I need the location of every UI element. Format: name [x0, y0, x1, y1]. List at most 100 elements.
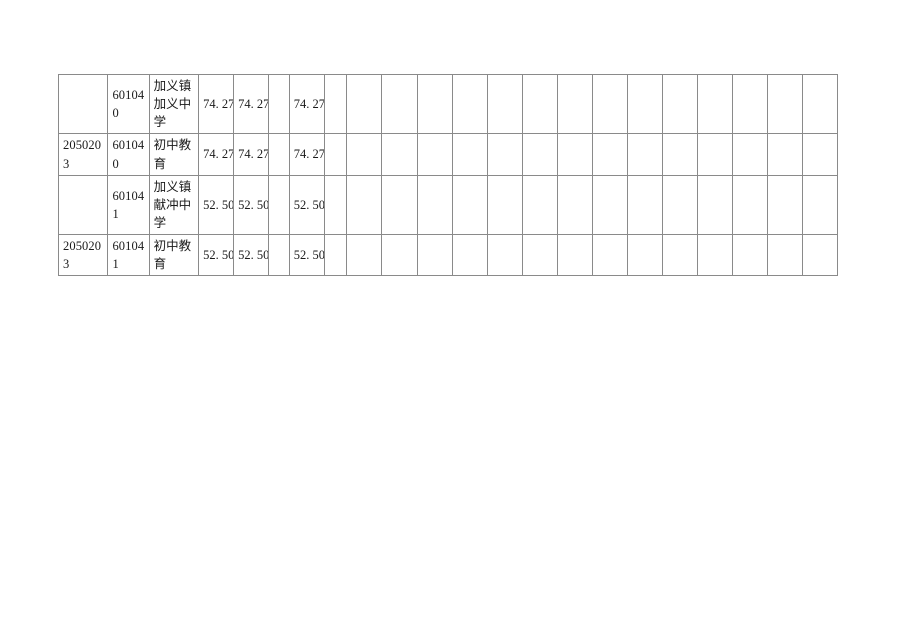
cell-empty[interactable]	[346, 73, 383, 135]
cell-empty[interactable]	[521, 73, 558, 135]
cell-gap_1[interactable]	[268, 174, 290, 236]
cell-value_3[interactable]: 74. 27	[288, 133, 325, 176]
cell-empty[interactable]	[801, 174, 839, 236]
cell-gap_1[interactable]	[268, 133, 290, 176]
cell-empty[interactable]	[486, 233, 523, 277]
cell-empty[interactable]	[416, 73, 453, 135]
cell-code[interactable]	[57, 73, 109, 135]
cell-empty[interactable]	[486, 174, 523, 236]
cell-value_2[interactable]: 52. 50	[233, 174, 270, 236]
cell-value_1[interactable]: 52. 50	[198, 174, 235, 236]
cell-empty[interactable]	[766, 233, 803, 277]
cell-value_1[interactable]: 74. 27	[198, 73, 235, 135]
cell-empty[interactable]	[556, 174, 593, 236]
cell-empty[interactable]	[451, 174, 488, 236]
cell-value_1[interactable]: 52. 50	[198, 233, 235, 277]
cell-empty[interactable]	[626, 174, 663, 236]
cell-empty[interactable]	[416, 233, 453, 277]
cell-empty[interactable]	[346, 174, 383, 236]
cell-empty[interactable]	[486, 73, 523, 135]
cell-empty[interactable]	[766, 174, 803, 236]
cell-empty[interactable]	[766, 73, 803, 135]
cell-empty[interactable]	[801, 133, 839, 176]
table-row: 2050203 601040 初中教育 74. 27 74. 27 74. 27	[57, 133, 839, 176]
cell-value_3[interactable]: 52. 50	[288, 233, 325, 277]
cell-subcode[interactable]: 601041	[107, 174, 150, 236]
cell-empty[interactable]	[381, 233, 418, 277]
cell-empty[interactable]	[486, 133, 523, 176]
cell-empty[interactable]	[416, 133, 453, 176]
cell-subcode[interactable]: 601040	[107, 133, 150, 176]
cell-empty[interactable]	[661, 133, 698, 176]
cell-empty[interactable]	[381, 133, 418, 176]
cell-value_1[interactable]: 74. 27	[198, 133, 235, 176]
cell-empty[interactable]	[626, 233, 663, 277]
cell-empty[interactable]	[696, 174, 733, 236]
cell-value_3[interactable]: 74. 27	[288, 73, 325, 135]
cell-value_2[interactable]: 52. 50	[233, 233, 270, 277]
cell-empty[interactable]	[451, 133, 488, 176]
cell-code[interactable]: 2050203	[57, 233, 109, 277]
cell-empty[interactable]	[591, 73, 628, 135]
cell-empty[interactable]	[521, 133, 558, 176]
cell-empty[interactable]	[591, 174, 628, 236]
cell-empty[interactable]	[591, 133, 628, 176]
cell-value-text: 52. 50	[293, 197, 325, 212]
cell-value-text: 52. 50	[238, 248, 269, 263]
cell-gap_1[interactable]	[268, 73, 290, 135]
cell-empty[interactable]	[661, 174, 698, 236]
cell-empty[interactable]	[661, 73, 698, 135]
cell-empty[interactable]	[661, 233, 698, 277]
cell-empty[interactable]	[451, 233, 488, 277]
cell-code[interactable]: 2050203	[57, 133, 109, 176]
cell-empty[interactable]	[801, 73, 839, 135]
cell-empty[interactable]	[696, 133, 733, 176]
cell-empty[interactable]	[521, 174, 558, 236]
cell-empty[interactable]	[766, 133, 803, 176]
cell-empty[interactable]	[323, 133, 348, 176]
cell-empty[interactable]	[556, 73, 593, 135]
cell-empty[interactable]	[696, 73, 733, 135]
cell-value-text: 52. 50	[203, 197, 234, 212]
cell-empty[interactable]	[416, 174, 453, 236]
cell-value-text: 74. 27	[293, 147, 325, 162]
cell-empty[interactable]	[323, 73, 348, 135]
cell-value-text: 74. 27	[238, 97, 269, 112]
cell-empty[interactable]	[731, 73, 768, 135]
cell-empty[interactable]	[451, 73, 488, 135]
cell-empty[interactable]	[556, 233, 593, 277]
cell-gap_1[interactable]	[268, 233, 290, 277]
cell-empty[interactable]	[556, 133, 593, 176]
cell-value-text: 52. 50	[203, 248, 234, 263]
cell-value-text: 74. 27	[238, 147, 269, 162]
cell-code[interactable]	[57, 174, 109, 236]
spreadsheet-table-area: 601040 加义镇加义中学 74. 27 74. 27 74. 27 2050203 60…	[57, 73, 839, 277]
cell-value-text: 52. 50	[238, 197, 269, 212]
cell-value_3[interactable]: 52. 50	[288, 174, 325, 236]
cell-empty[interactable]	[381, 73, 418, 135]
cell-empty[interactable]	[801, 233, 839, 277]
cell-empty[interactable]	[591, 233, 628, 277]
cell-empty[interactable]	[346, 133, 383, 176]
cell-empty[interactable]	[346, 233, 383, 277]
cell-empty[interactable]	[731, 233, 768, 277]
cell-empty[interactable]	[696, 233, 733, 277]
cell-item_name[interactable]: 初中教育	[148, 133, 200, 176]
cell-empty[interactable]	[731, 133, 768, 176]
cell-empty[interactable]	[381, 174, 418, 236]
cell-empty[interactable]	[323, 174, 348, 236]
cell-item_name[interactable]: 加义镇献冲中学	[148, 174, 200, 236]
cell-empty[interactable]	[626, 133, 663, 176]
cell-item_name[interactable]: 加义镇加义中学	[148, 73, 200, 135]
cell-item_name[interactable]: 初中教育	[148, 233, 200, 277]
cell-value_2[interactable]: 74. 27	[233, 73, 270, 135]
cell-value-text: 52. 50	[293, 248, 325, 263]
cell-subcode[interactable]: 601041	[107, 233, 150, 277]
cell-empty[interactable]	[731, 174, 768, 236]
cell-value_2[interactable]: 74. 27	[233, 133, 270, 176]
table-row: 601041 加义镇献冲中学 52. 50 52. 50 52. 50	[57, 174, 839, 236]
cell-empty[interactable]	[626, 73, 663, 135]
cell-subcode[interactable]: 601040	[107, 73, 150, 135]
cell-empty[interactable]	[521, 233, 558, 277]
cell-empty[interactable]	[323, 233, 348, 277]
